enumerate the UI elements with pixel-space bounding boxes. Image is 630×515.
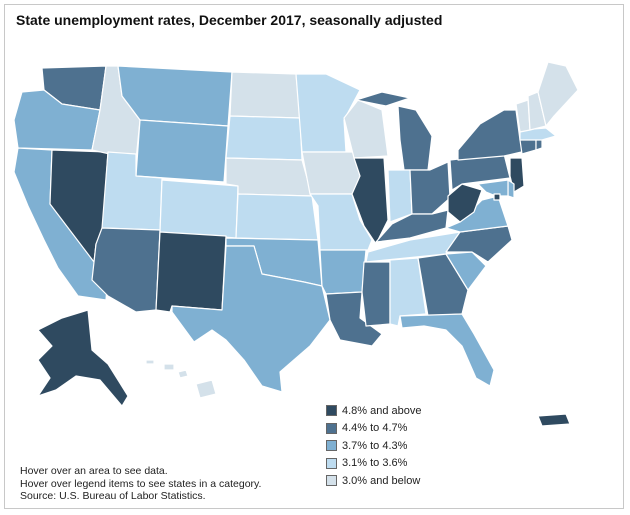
legend-label: 3.7% to 4.3%	[342, 439, 408, 452]
source-note: Source: U.S. Bureau of Labor Statistics.	[20, 490, 206, 502]
legend-item-3-1-to-3-6[interactable]: 3.1% to 3.6%	[326, 455, 422, 473]
map-legend: 4.8% and above 4.4% to 4.7% 3.7% to 4.3%…	[326, 402, 422, 490]
state-LA[interactable]	[325, 291, 383, 347]
state-MA[interactable]	[519, 127, 557, 141]
map-notes: Hover over an area to see data. Hover ov…	[20, 465, 261, 503]
state-DE[interactable]	[507, 179, 515, 199]
state-NE[interactable]	[225, 157, 313, 197]
legend-swatch	[326, 405, 337, 417]
state-IA[interactable]	[301, 151, 363, 195]
state-HI[interactable]	[145, 359, 217, 399]
state-ND[interactable]	[229, 71, 301, 119]
state-WI[interactable]	[343, 99, 389, 159]
state-AK[interactable]	[37, 309, 129, 407]
hover-legend-note: Hover over legend items to see states in…	[20, 477, 262, 490]
state-MD[interactable]	[477, 179, 509, 197]
legend-label: 4.8% and above	[342, 404, 422, 417]
state-AR[interactable]	[319, 249, 367, 295]
state-IL[interactable]	[351, 157, 389, 245]
state-IN[interactable]	[387, 169, 413, 223]
legend-swatch	[326, 457, 337, 469]
legend-item-3-7-to-4-3[interactable]: 3.7% to 4.3%	[326, 437, 422, 455]
legend-label: 3.1% to 3.6%	[342, 457, 408, 470]
state-PR[interactable]	[537, 413, 571, 427]
state-MS[interactable]	[361, 261, 391, 327]
state-TX[interactable]	[171, 245, 331, 393]
legend-item-3-0-and-below[interactable]: 3.0% and below	[326, 472, 422, 490]
state-KS[interactable]	[235, 193, 319, 241]
state-DC[interactable]	[493, 193, 501, 201]
state-NM[interactable]	[155, 231, 227, 313]
state-GA[interactable]	[417, 253, 469, 317]
legend-label: 3.0% and below	[342, 474, 421, 487]
legend-item-4-8-and-above[interactable]: 4.8% and above	[326, 402, 422, 420]
map-title: State unemployment rates, December 2017,…	[16, 12, 443, 28]
legend-swatch	[326, 475, 337, 487]
legend-item-4-4-to-4-7[interactable]: 4.4% to 4.7%	[326, 420, 422, 438]
state-OH[interactable]	[409, 161, 451, 215]
legend-label: 4.4% to 4.7%	[342, 422, 408, 435]
state-KY[interactable]	[375, 209, 449, 243]
state-FL[interactable]	[399, 313, 495, 387]
state-ME[interactable]	[537, 61, 579, 127]
legend-swatch	[326, 422, 337, 434]
legend-swatch	[326, 440, 337, 452]
state-SD[interactable]	[225, 115, 303, 161]
state-CO[interactable]	[159, 179, 239, 239]
state-SC[interactable]	[445, 251, 487, 291]
state-WY[interactable]	[135, 119, 229, 183]
hover-area-note: Hover over an area to see data.	[20, 465, 168, 477]
